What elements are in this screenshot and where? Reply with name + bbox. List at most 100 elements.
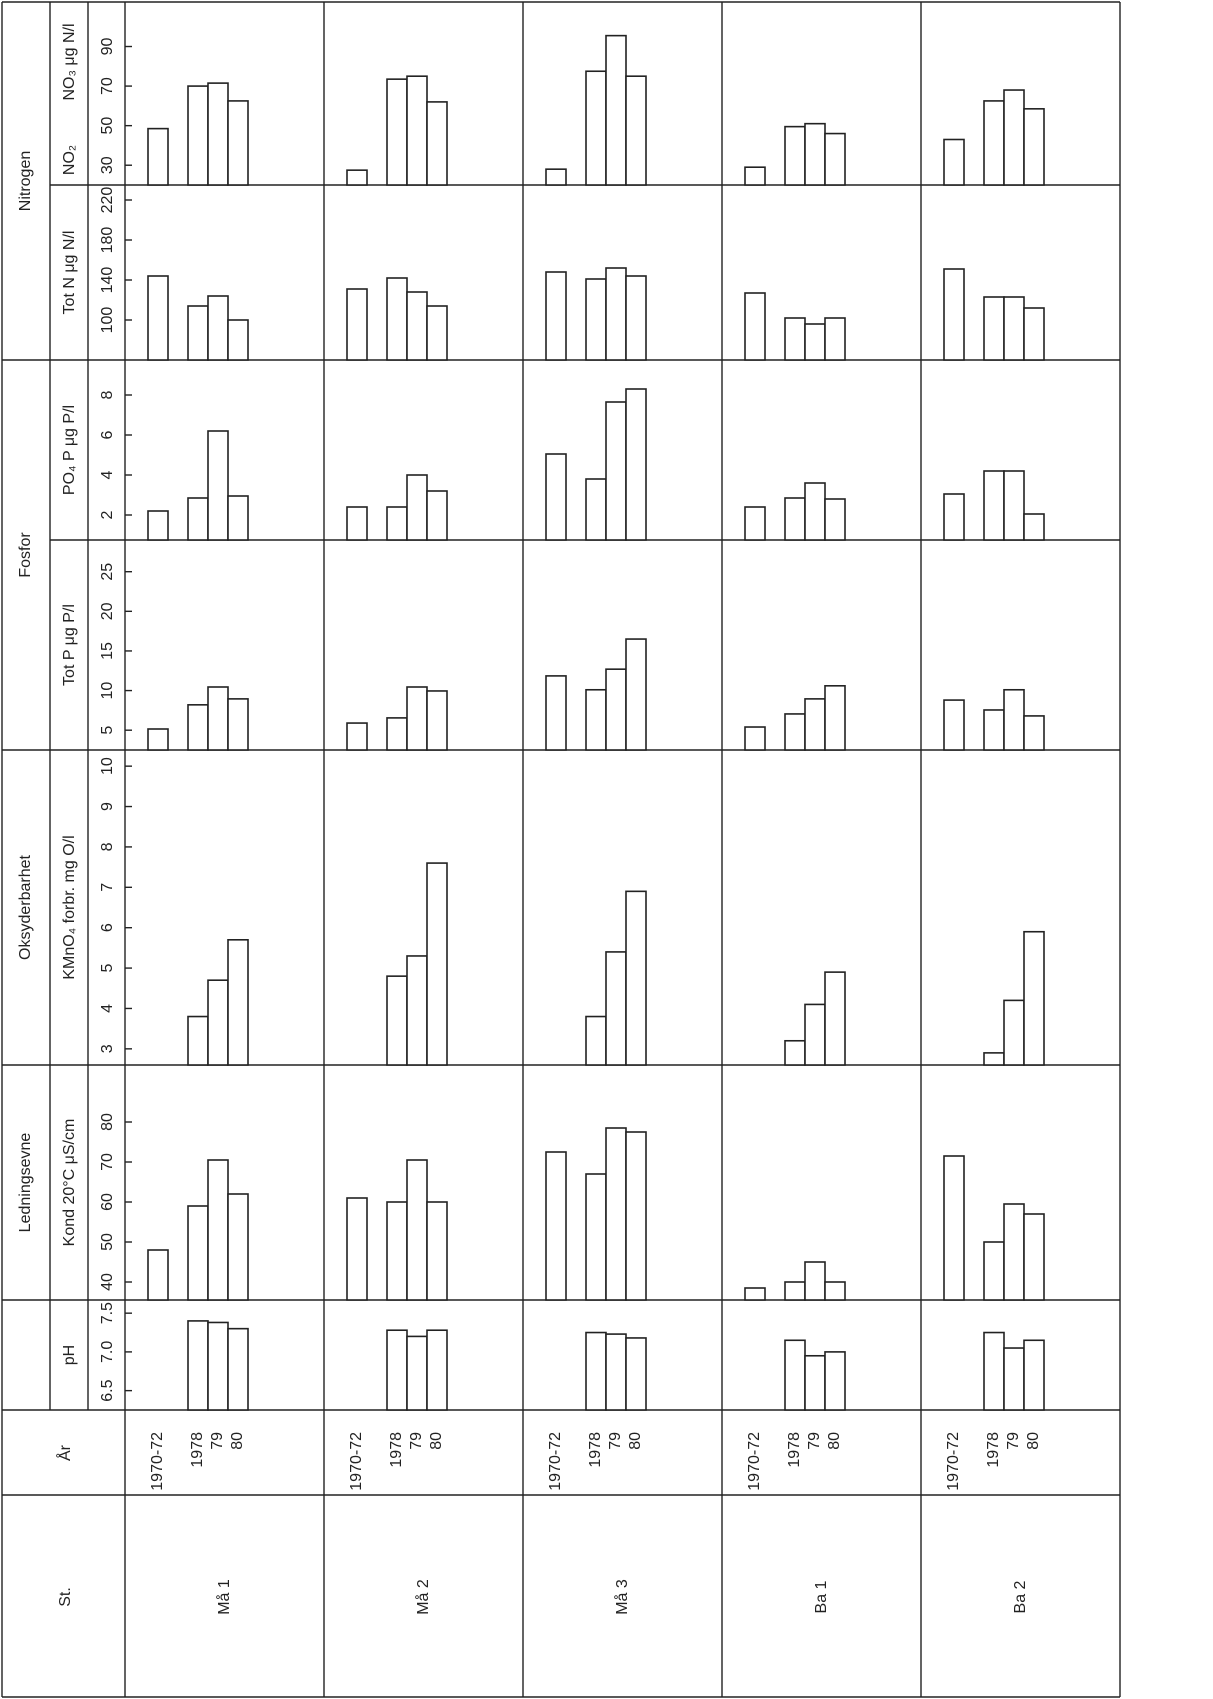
bar [147, 728, 169, 751]
bar [386, 506, 408, 541]
bar [983, 1241, 1005, 1301]
bar [983, 1052, 1005, 1066]
group-label: Nitrogen [17, 151, 34, 211]
bar [804, 482, 826, 541]
bar [605, 951, 627, 1066]
bar [625, 75, 647, 186]
year-label: 79 [408, 1432, 425, 1450]
y-tick-label: 9 [99, 802, 116, 811]
bar [227, 939, 249, 1066]
bar [824, 1281, 846, 1301]
bar [545, 1151, 567, 1301]
header-year: År [55, 1444, 74, 1461]
bar [1003, 688, 1025, 751]
bar [983, 1331, 1005, 1411]
y-axis-label: pH [61, 1345, 78, 1365]
bar [784, 1339, 806, 1411]
bar [227, 1193, 249, 1301]
bar [386, 717, 408, 751]
y-axis-label-lower: NO₂ [61, 145, 78, 175]
bar [227, 1327, 249, 1411]
bar [605, 401, 627, 541]
y-tick-label: 15 [99, 642, 116, 660]
bar [227, 698, 249, 751]
bar [1023, 1339, 1045, 1411]
bar [784, 1281, 806, 1301]
y-tick-label: 50 [99, 117, 116, 135]
bar [406, 291, 428, 361]
bar [187, 305, 209, 361]
bar [207, 295, 229, 361]
bar [804, 1261, 826, 1301]
bar [207, 1321, 229, 1411]
y-tick-label: 20 [99, 602, 116, 620]
y-tick-label: 7 [99, 883, 116, 892]
bar [943, 268, 965, 361]
bar [824, 317, 846, 361]
bar [804, 323, 826, 361]
bar [1023, 1213, 1045, 1301]
year-label: 79 [209, 1432, 226, 1450]
year-label: 80 [229, 1432, 246, 1450]
bar [545, 675, 567, 751]
bar [346, 506, 368, 541]
bar [406, 75, 428, 186]
bar [1003, 470, 1025, 541]
year-label: 1970-72 [945, 1432, 962, 1491]
bar [346, 722, 368, 751]
y-tick-label: 4 [99, 470, 116, 479]
bar [1023, 930, 1045, 1066]
bar [187, 85, 209, 186]
year-label: 1970-72 [149, 1432, 166, 1491]
bar [1003, 1203, 1025, 1301]
bar [1023, 108, 1045, 186]
bar [426, 862, 448, 1066]
bar [406, 1159, 428, 1301]
bar [386, 1329, 408, 1411]
year-label: 80 [627, 1432, 644, 1450]
bar [426, 1329, 448, 1411]
y-axis-label: Tot N μg N/l [61, 231, 78, 315]
bar [346, 288, 368, 361]
bar [426, 1201, 448, 1301]
bar [406, 955, 428, 1066]
bar [406, 474, 428, 541]
bar [406, 686, 428, 751]
bar [784, 713, 806, 751]
bar [1003, 89, 1025, 186]
bar [1023, 513, 1045, 541]
bar [187, 704, 209, 751]
bar [824, 1351, 846, 1411]
bar [804, 698, 826, 751]
bar [784, 1039, 806, 1066]
year-label: 80 [1025, 1432, 1042, 1450]
y-tick-label: 80 [99, 1113, 116, 1131]
bar [207, 686, 229, 751]
bar [545, 168, 567, 186]
bar [605, 267, 627, 361]
year-label: 79 [806, 1432, 823, 1450]
bar [784, 497, 806, 541]
bar [1023, 715, 1045, 751]
bar [585, 1015, 607, 1066]
bar [386, 78, 408, 186]
y-tick-label: 5 [99, 964, 116, 973]
bar [386, 1201, 408, 1301]
bar [227, 319, 249, 361]
bar [147, 510, 169, 541]
bar [943, 138, 965, 186]
year-label: 79 [1005, 1432, 1022, 1450]
station-label: Ba 1 [813, 1580, 830, 1613]
bar [207, 82, 229, 186]
year-label: 80 [826, 1432, 843, 1450]
y-tick-label: 180 [99, 227, 116, 254]
station-label: Må 2 [414, 1579, 432, 1615]
bar [625, 1131, 647, 1301]
year-label: 1978 [189, 1432, 206, 1468]
bar [784, 125, 806, 186]
group-label: Fosfor [17, 532, 34, 578]
bar [744, 726, 766, 751]
y-tick-label: 70 [99, 1153, 116, 1171]
bar [983, 100, 1005, 186]
